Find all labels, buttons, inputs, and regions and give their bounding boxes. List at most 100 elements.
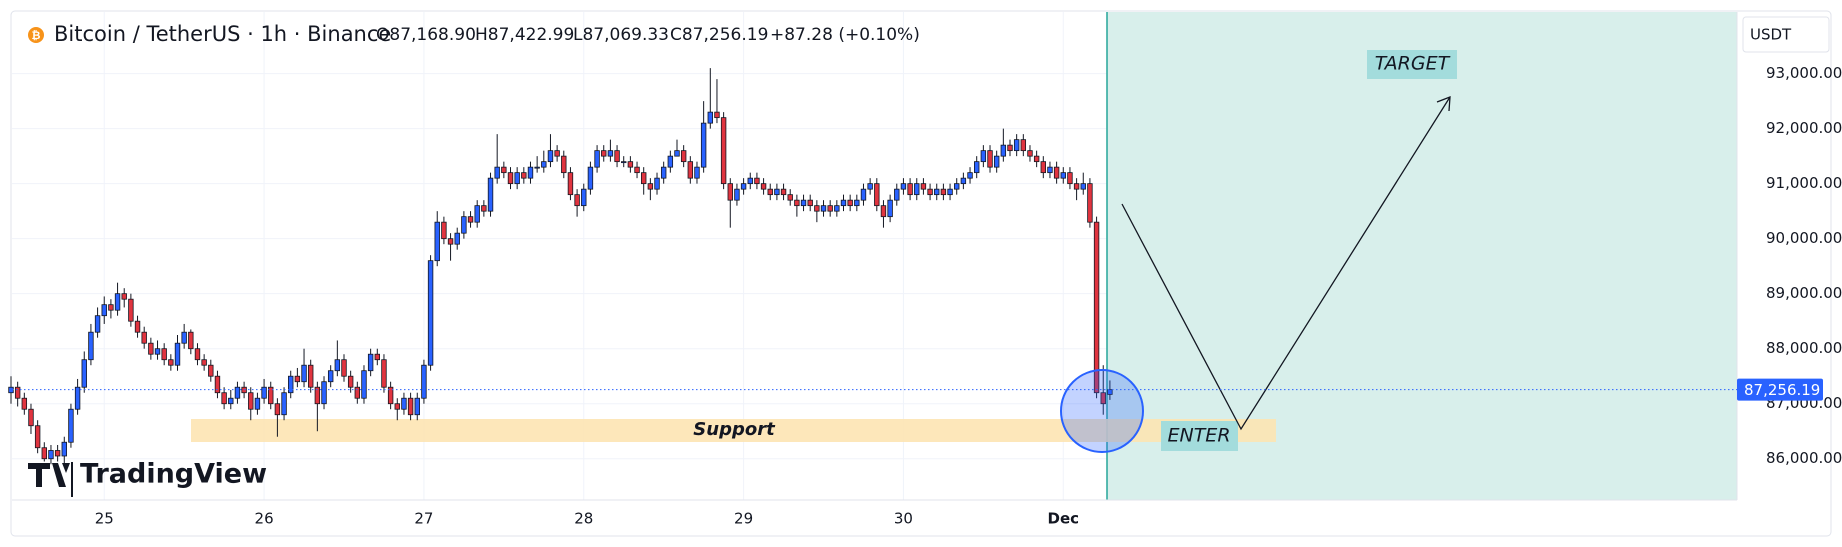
candle-body <box>141 331 147 344</box>
candle-body <box>767 188 773 196</box>
candle-body <box>161 348 167 361</box>
candle-body <box>700 122 707 168</box>
candle-body <box>268 386 274 405</box>
candle-body <box>507 172 514 185</box>
candle-body <box>601 150 607 157</box>
candle-body <box>128 298 134 322</box>
candle-body <box>907 183 913 196</box>
axes: 86,000.0087,000.0088,000.0089,000.0090,0… <box>12 64 1842 528</box>
candle-body <box>660 166 667 179</box>
candle-body <box>574 194 580 207</box>
candle-body <box>174 342 181 366</box>
candle-body <box>21 397 28 410</box>
candle-body <box>214 375 221 394</box>
target-label: TARGET <box>1375 53 1451 75</box>
candle-body <box>687 161 694 179</box>
x-tick-label: 30 <box>894 510 913 528</box>
symbol-title: Bitcoin / TetherUS · 1h · Binance <box>54 22 391 46</box>
candle-body <box>447 238 454 245</box>
x-tick-label: 28 <box>574 510 593 528</box>
candle-body <box>28 408 34 427</box>
candle-body <box>1007 144 1013 152</box>
candle-body <box>228 397 234 405</box>
candle-body <box>181 331 187 344</box>
candle-body <box>154 348 161 355</box>
candle-body <box>1027 150 1033 157</box>
candle-body <box>487 177 494 212</box>
last-price-tag <box>1737 378 1823 401</box>
candle-body <box>1040 161 1046 174</box>
candle-body <box>800 199 807 207</box>
watermark: TradingView <box>80 459 267 490</box>
target-box <box>1367 50 1457 79</box>
tv-logo-mark <box>28 463 70 487</box>
candle-body <box>960 177 967 185</box>
candle-body <box>387 386 394 405</box>
y-tick-label: 86,000.00 <box>1766 449 1842 467</box>
candle-body <box>974 161 980 174</box>
candle-body <box>54 450 61 457</box>
candle-body <box>1093 221 1100 394</box>
candle-body <box>248 392 254 410</box>
candle-body <box>534 166 540 169</box>
candle-body <box>414 397 420 416</box>
candle-body <box>261 386 267 399</box>
candle-body <box>747 177 753 185</box>
candle-body <box>394 403 400 410</box>
candle-body <box>993 155 1000 168</box>
target-zone <box>1107 12 1737 500</box>
candle-body <box>734 188 740 201</box>
open-label: O87,168.90 <box>376 25 476 45</box>
support-label: Support <box>693 419 776 440</box>
candle-body <box>521 172 527 179</box>
candle-body <box>1100 392 1106 405</box>
candle-body <box>108 304 114 311</box>
candle-body <box>641 172 647 185</box>
candle-body <box>1033 155 1040 163</box>
candle-body <box>581 188 587 207</box>
candle-body <box>654 177 660 190</box>
candle-body <box>1087 183 1093 223</box>
candle-body <box>787 194 793 201</box>
candle-body <box>41 447 47 460</box>
candle-body <box>1013 139 1020 152</box>
candle-body <box>740 183 747 190</box>
candle-body <box>927 188 933 196</box>
candle-body <box>88 331 94 361</box>
candle-body <box>634 166 640 174</box>
candle-body <box>1020 139 1027 152</box>
candle-body <box>294 375 301 383</box>
candle-body <box>168 359 174 366</box>
candle-body <box>474 205 480 223</box>
candle-body <box>501 166 507 174</box>
candle-body <box>481 205 487 212</box>
candle-body <box>867 183 873 190</box>
candle-body <box>680 150 687 163</box>
grid <box>12 12 1737 500</box>
candle-body <box>401 397 407 410</box>
candle-body <box>887 199 893 218</box>
candle-body <box>874 183 880 207</box>
candle-body <box>188 331 194 350</box>
candle-body <box>367 353 374 372</box>
candle-body <box>327 370 334 383</box>
enter-box <box>1161 421 1238 451</box>
candle-body <box>914 183 920 196</box>
candle-body <box>381 359 387 388</box>
y-tick-label: 93,000.00 <box>1766 64 1842 82</box>
candle-body <box>201 359 207 366</box>
candle-body <box>347 375 354 388</box>
candle-body <box>121 293 127 300</box>
arrow-head <box>1436 96 1451 112</box>
candle-body <box>940 188 947 196</box>
candle-body <box>594 150 600 168</box>
currency-label: USDT <box>1750 26 1792 44</box>
candle-body <box>194 348 201 361</box>
candle-body <box>61 441 67 457</box>
low-label: L87,069.33 <box>573 25 669 45</box>
candle-body <box>900 183 907 190</box>
x-tick-label: 27 <box>414 510 433 528</box>
candle-body <box>514 172 520 185</box>
candle-body <box>1107 389 1113 395</box>
candle-body <box>807 199 813 207</box>
